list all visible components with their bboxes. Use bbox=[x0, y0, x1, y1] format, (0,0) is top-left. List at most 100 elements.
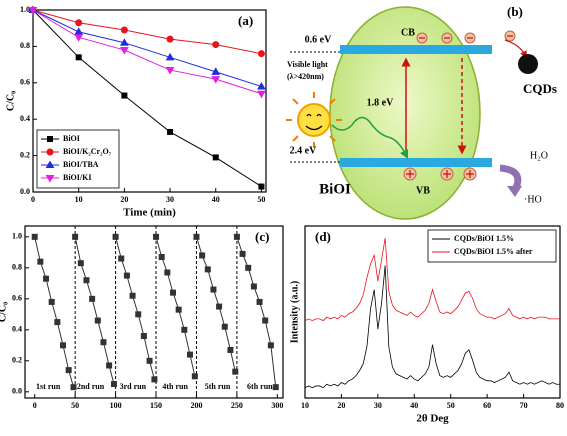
marker bbox=[110, 381, 117, 388]
marker bbox=[140, 333, 147, 340]
legend-label: BiOI/KI bbox=[63, 173, 91, 182]
marker bbox=[272, 384, 279, 391]
marker bbox=[262, 317, 269, 324]
electron-signs bbox=[419, 35, 513, 39]
cb-label: CB bbox=[401, 27, 415, 38]
valence-band bbox=[340, 158, 492, 167]
run-label: 6th run bbox=[247, 382, 273, 391]
x-tick-label: 150 bbox=[150, 401, 162, 410]
x-tick-label: 20 bbox=[337, 401, 345, 410]
marker bbox=[212, 154, 219, 161]
x-tick-label: 250 bbox=[231, 401, 243, 410]
run-label: 2nd run bbox=[77, 382, 105, 391]
panel-label: (d) bbox=[315, 229, 331, 244]
marker bbox=[227, 346, 234, 353]
legend-label: CQDs/BiOI 1.5% bbox=[454, 234, 514, 243]
plot-frame bbox=[32, 9, 267, 193]
marker bbox=[120, 38, 129, 46]
marker bbox=[164, 269, 171, 276]
y-tick-label: 0.2 bbox=[12, 356, 22, 365]
plot-frame bbox=[24, 225, 284, 399]
marker bbox=[123, 272, 130, 279]
legend-label: BiOI/K₂Cr₂O₇ bbox=[63, 147, 112, 156]
x-tick-label: 60 bbox=[483, 401, 491, 410]
sun-rays bbox=[286, 92, 342, 148]
marker bbox=[257, 81, 266, 90]
sun bbox=[297, 103, 331, 137]
conduction-band bbox=[340, 45, 492, 54]
marker bbox=[72, 233, 79, 240]
marker bbox=[250, 283, 257, 290]
marker bbox=[216, 303, 223, 310]
marker bbox=[233, 233, 240, 240]
y-tick-label: 1.0 bbox=[20, 5, 30, 14]
y-tick-label: 1.0 bbox=[12, 232, 22, 241]
cb-energy: 0.6 eV bbox=[305, 34, 332, 45]
marker bbox=[211, 67, 221, 75]
y-tick-label: 0.4 bbox=[12, 325, 22, 334]
x-tick-label: 0 bbox=[31, 195, 35, 204]
series-line bbox=[32, 9, 262, 95]
x-tick-label: 20 bbox=[120, 195, 128, 204]
x-tick-label: 100 bbox=[110, 401, 122, 410]
marker bbox=[245, 264, 252, 271]
marker bbox=[257, 90, 266, 99]
marker bbox=[170, 289, 177, 296]
x-tick-label: 40 bbox=[410, 401, 418, 410]
marker bbox=[146, 357, 153, 364]
marker bbox=[239, 250, 246, 257]
marker bbox=[232, 368, 239, 375]
marker bbox=[28, 7, 38, 15]
run-label: 1st run bbox=[36, 382, 61, 391]
marker bbox=[212, 41, 220, 49]
legend-marker bbox=[47, 136, 53, 142]
marker bbox=[158, 253, 165, 260]
marker bbox=[175, 306, 182, 313]
marker bbox=[31, 233, 38, 240]
marker bbox=[48, 298, 55, 305]
marker bbox=[74, 27, 84, 35]
marker bbox=[43, 275, 50, 282]
cqds-label: CQDs bbox=[523, 81, 557, 96]
run-label: 3rd run bbox=[120, 382, 147, 391]
x-tick-label: 10 bbox=[301, 401, 309, 410]
x-tick-label: 0 bbox=[33, 401, 37, 410]
marker bbox=[166, 35, 174, 43]
y-tick-label: 0.8 bbox=[20, 41, 30, 50]
oxidation-arrowhead bbox=[507, 186, 522, 197]
y-tick-label: 0.0 bbox=[20, 187, 30, 196]
y-tick-label: 0.4 bbox=[20, 114, 30, 123]
marker bbox=[193, 233, 200, 240]
marker bbox=[75, 19, 83, 27]
x-tick-label: 10 bbox=[75, 195, 83, 204]
x-tick-label: 30 bbox=[374, 401, 382, 410]
series-line bbox=[304, 265, 560, 389]
marker bbox=[151, 376, 158, 383]
y-tick-label: 0.6 bbox=[20, 78, 30, 87]
marker bbox=[135, 311, 142, 318]
x-axis-label: Time (min) bbox=[123, 207, 176, 219]
plot-frame bbox=[304, 225, 561, 399]
x-tick-label: 70 bbox=[520, 401, 528, 410]
marker bbox=[199, 252, 206, 259]
marker bbox=[153, 233, 160, 240]
marker bbox=[75, 54, 82, 61]
marker bbox=[258, 183, 265, 190]
marker bbox=[191, 373, 198, 380]
marker bbox=[100, 339, 107, 346]
panel-label: (b) bbox=[507, 4, 523, 19]
series-line bbox=[236, 236, 277, 388]
y-axis-label: C/C₀ bbox=[0, 302, 8, 322]
x-tick-label: 50 bbox=[447, 401, 455, 410]
legend-label: CQDs/BiOI 1.5% after bbox=[454, 247, 533, 256]
marker bbox=[165, 52, 175, 61]
material-label: BiOI bbox=[319, 181, 351, 197]
series-line bbox=[32, 9, 262, 187]
marker bbox=[121, 92, 128, 99]
hole-signs bbox=[406, 170, 474, 178]
light-label: Visible light bbox=[287, 60, 328, 69]
y-tick-label: 0.6 bbox=[12, 294, 22, 303]
marker bbox=[77, 260, 84, 267]
marker bbox=[221, 323, 228, 330]
marker bbox=[54, 319, 61, 326]
